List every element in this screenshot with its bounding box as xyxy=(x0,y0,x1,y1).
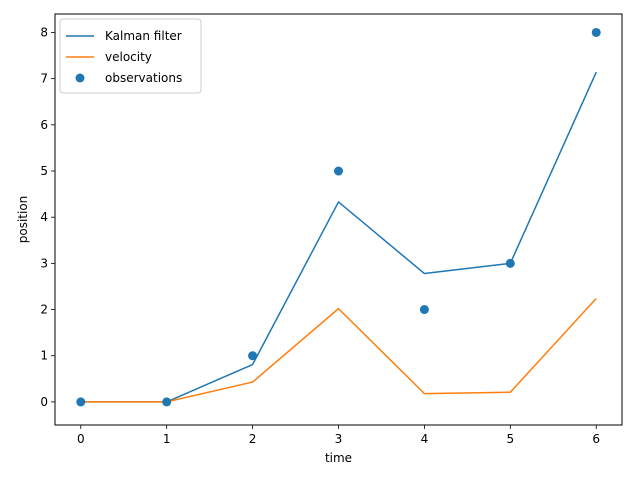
x-tick-label-4: 4 xyxy=(421,432,429,446)
y-axis-label: position xyxy=(16,196,30,244)
x-tick-label-2: 2 xyxy=(249,432,257,446)
legend-box xyxy=(59,18,202,94)
observation-point-6 xyxy=(591,27,601,37)
y-tick-label-8: 8 xyxy=(40,25,48,39)
observation-point-1 xyxy=(162,397,172,407)
x-axis-label: time xyxy=(325,451,352,465)
observation-point-5 xyxy=(505,258,515,268)
x-tick-label-5: 5 xyxy=(506,432,514,446)
legend-label-0: Kalman filter xyxy=(105,29,182,43)
observation-point-2 xyxy=(248,351,258,361)
y-tick-label-0: 0 xyxy=(40,395,48,409)
y-tick-label-1: 1 xyxy=(40,349,48,363)
plot-area xyxy=(76,27,601,407)
x-tick-label-1: 1 xyxy=(163,432,171,446)
x-tick-label-3: 3 xyxy=(335,432,343,446)
legend-label-1: velocity xyxy=(105,50,152,64)
legend-label-2: observations xyxy=(105,71,182,85)
observation-point-4 xyxy=(419,305,429,315)
ticks: 0 1 2 3 4 5 6 0 1 2 3 4 5 6 7 8 xyxy=(40,25,600,446)
y-tick-label-7: 7 xyxy=(40,72,48,86)
legend: Kalman filter velocity observations xyxy=(59,18,202,94)
y-tick-label-3: 3 xyxy=(40,256,48,270)
y-tick-label-6: 6 xyxy=(40,118,48,132)
y-tick-label-2: 2 xyxy=(40,303,48,317)
observation-point-0 xyxy=(76,397,86,407)
x-tick-label-6: 6 xyxy=(592,432,600,446)
observation-point-3 xyxy=(334,166,343,176)
x-tick-label-0: 0 xyxy=(77,432,85,446)
legend-swatch-2 xyxy=(75,73,85,83)
y-tick-label-4: 4 xyxy=(40,210,48,224)
y-tick-label-5: 5 xyxy=(40,164,48,178)
